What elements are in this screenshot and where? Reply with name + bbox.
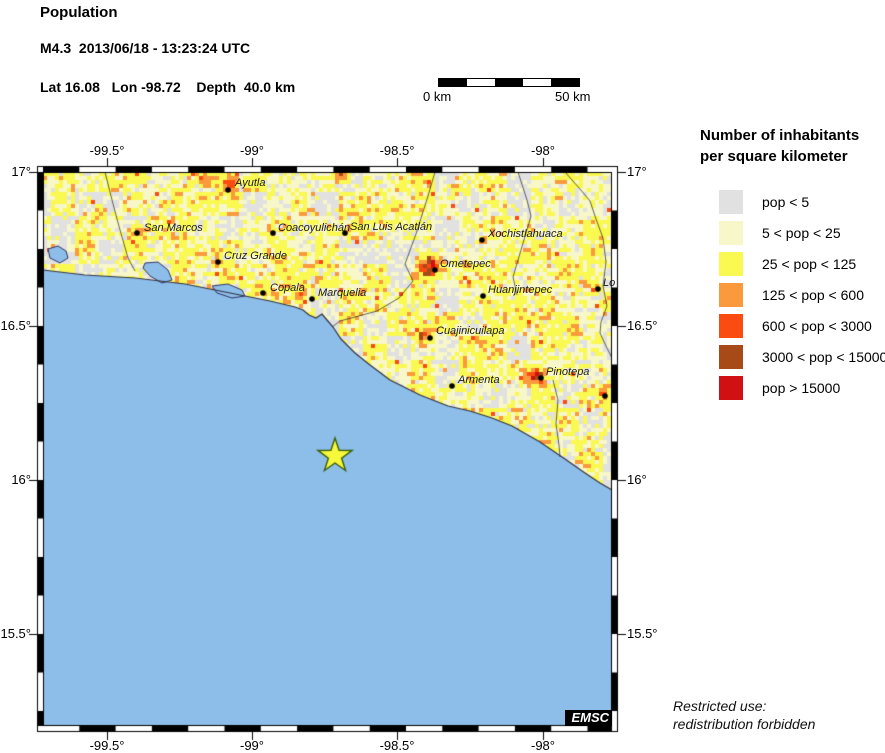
legend-swatch <box>719 376 743 400</box>
scale-segment <box>495 79 523 86</box>
legend-title: Number of inhabitants per square kilomete… <box>700 125 859 167</box>
restricted-use-note: Restricted use: redistribution forbidden <box>673 697 815 733</box>
axis-label-latitude: 16° <box>627 472 647 487</box>
scale-bar-end-label: 50 km <box>555 89 591 104</box>
axis-label-latitude: 16.5° <box>627 318 658 333</box>
town-label: Armenta <box>458 374 500 386</box>
legend-item-label: 600 < pop < 3000 <box>762 318 872 334</box>
page-title: Population <box>40 4 118 21</box>
legend-item: 125 < pop < 600 <box>719 283 885 307</box>
legend-item-label: pop < 5 <box>762 194 810 210</box>
axis-label-longitude: -99° <box>240 738 264 753</box>
legend-item-label: 3000 < pop < 15000 <box>762 349 885 365</box>
town-label: Copala <box>270 282 305 294</box>
town-label: Marquelia <box>318 287 367 299</box>
town-label: Ayutla <box>235 177 266 189</box>
scale-bar-start-label: 0 km <box>423 89 452 104</box>
town-label: Cruz Grande <box>224 250 287 262</box>
axis-label-latitude: 16° <box>11 472 31 487</box>
town-label: Cuajinicuilapa <box>436 325 505 337</box>
legend-item: pop < 5 <box>719 190 885 214</box>
axis-label-longitude: -98.5° <box>379 143 415 158</box>
axis-label-latitude: 15.5° <box>0 626 31 641</box>
legend-item: pop > 15000 <box>719 376 885 400</box>
legend-swatch <box>719 345 743 369</box>
axis-label-longitude: -99.5° <box>89 143 125 158</box>
town-label: Ometepec <box>440 258 491 270</box>
legend-item: 5 < pop < 25 <box>719 221 885 245</box>
town-label: Huanjintepec <box>488 284 553 296</box>
scale-segment <box>523 79 551 86</box>
axis-label-longitude: -98.5° <box>379 738 415 753</box>
axis-label-longitude: -98° <box>531 738 555 753</box>
legend-swatch <box>719 252 743 276</box>
event-magnitude-time: M4.3 2013/06/18 - 13:23:24 UTC <box>40 40 251 56</box>
legend-item-label: 25 < pop < 125 <box>762 256 857 272</box>
town-label: Pinotepa <box>546 366 590 378</box>
restricted-use-line2: redistribution forbidden <box>673 716 816 732</box>
emsc-badge: EMSC <box>565 710 612 726</box>
legend-swatch <box>719 190 743 214</box>
legend-item: 25 < pop < 125 <box>719 252 885 276</box>
axis-label-latitude: 17° <box>627 164 647 179</box>
legend-item-label: 125 < pop < 600 <box>762 287 864 303</box>
legend-swatch <box>719 283 743 307</box>
legend-title-line2: per square kilometer <box>700 148 848 165</box>
map-scale-bar <box>438 78 580 87</box>
legend-swatch <box>719 221 743 245</box>
axis-label-latitude: 15.5° <box>627 626 658 641</box>
event-location-depth: Lat 16.08 Lon -98.72 Depth 40.0 km <box>40 79 296 95</box>
town-label: Xochistlahuaca <box>488 228 563 240</box>
scale-segment <box>551 79 579 86</box>
scale-segment <box>439 79 467 86</box>
axis-label-longitude: -99° <box>240 143 264 158</box>
legend-item: 3000 < pop < 15000 <box>719 345 885 369</box>
town-label: San Luis Acatlán <box>350 221 433 233</box>
scale-segment <box>467 79 495 86</box>
legend-item: 600 < pop < 3000 <box>719 314 885 338</box>
legend-item-label: pop > 15000 <box>762 380 841 396</box>
town-label: Lo <box>603 277 616 289</box>
axis-label-latitude: 16.5° <box>0 318 31 333</box>
axis-label-longitude: -98° <box>531 143 555 158</box>
axis-label-longitude: -99.5° <box>89 738 125 753</box>
town-label: Coacoyulichán <box>278 222 351 234</box>
axis-label-latitude: 17° <box>11 164 31 179</box>
legend-title-line1: Number of inhabitants <box>700 127 860 144</box>
restricted-use-line1: Restricted use: <box>673 698 767 714</box>
population-legend: pop < 5 5 < pop < 25 25 < pop < 125 125 … <box>719 190 885 407</box>
legend-swatch <box>719 314 743 338</box>
town-label: San Marcos <box>144 222 203 234</box>
legend-item-label: 5 < pop < 25 <box>762 225 841 241</box>
